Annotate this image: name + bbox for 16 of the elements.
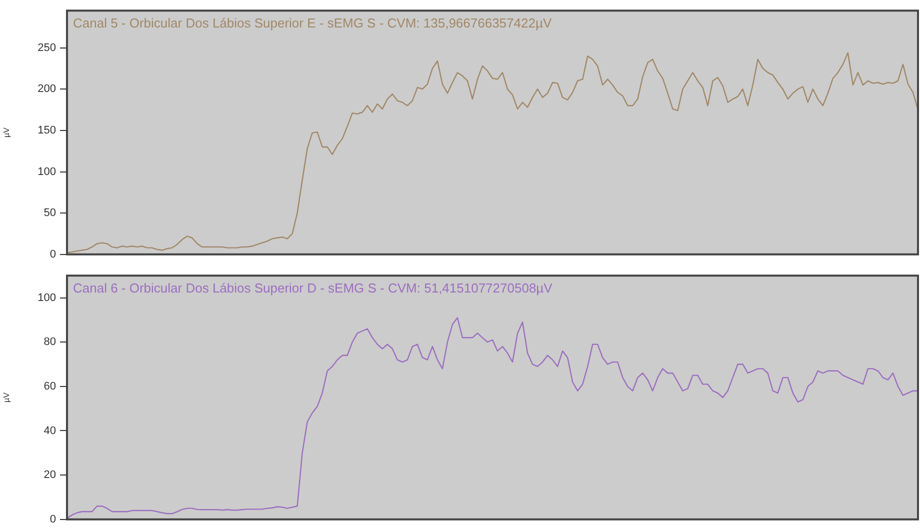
y-tick-label: 50 (44, 207, 56, 220)
chart-title: Canal 6 - Orbicular Dos Lábios Superior D - sEMG S - CVM: 51,4151077270508µV (73, 280, 553, 296)
y-tick-label: 0 (50, 513, 56, 526)
y-tick-label: 200 (38, 83, 56, 96)
y-axis-title: µV (2, 392, 12, 402)
y-tick-label: 100 (38, 292, 56, 304)
chart-title: Canal 5 - Orbicular Dos Lábios Superior E - sEMG S - CVM: 135,966766357422µV (73, 16, 552, 31)
y-tick-label: 0 (50, 248, 56, 260)
y-tick-label: 40 (44, 424, 56, 437)
y-tick-label: 60 (44, 380, 56, 392)
y-tick-label: 100 (38, 166, 56, 178)
y-axis-title: µV (2, 126, 12, 138)
y-tick-label: 150 (38, 124, 56, 136)
y-tick-label: 250 (38, 42, 56, 54)
y-tick-label: 80 (44, 336, 56, 348)
y-tick-label: 20 (44, 469, 56, 482)
